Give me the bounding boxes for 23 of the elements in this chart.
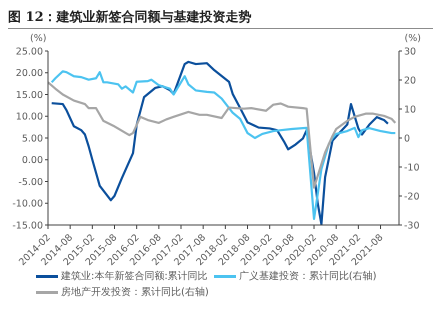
y2-tick-label: 10 <box>404 104 416 116</box>
y2-tick-label: 30 <box>404 46 416 58</box>
y2-tick-label: -30 <box>404 220 420 232</box>
y2-axis-title: (%) <box>404 33 421 44</box>
y-tick-label: -5.00 <box>18 176 43 188</box>
y-tick-label: 25.00 <box>16 46 43 58</box>
y2-tick-label: -20 <box>404 191 420 202</box>
y-tick-label: -15.00 <box>12 220 43 232</box>
legend-label: 建筑业:本年新签合同额:累计同比 <box>60 270 208 283</box>
y2-tick-label: 20 <box>404 75 416 86</box>
chart-title: 图 12：建筑业新签合同额与基建投资走势 <box>8 8 433 29</box>
y-tick-label: 5.00 <box>22 133 43 144</box>
y-tick-label: -10.00 <box>12 198 43 210</box>
y-tick-label: 20.00 <box>16 68 43 80</box>
y-tick-label: 15.00 <box>16 90 43 101</box>
y-tick-label: 10.00 <box>16 112 43 123</box>
y2-tick-label: 0 <box>404 133 410 144</box>
line-series <box>48 81 396 189</box>
legend-label: 房地产开发投资：累计同比(右轴) <box>60 286 209 299</box>
legend-label: 广义基建投资：累计同比(右轴) <box>238 270 377 283</box>
y2-tick-label: -10 <box>404 162 420 174</box>
y-axis-title: (%) <box>30 33 46 44</box>
y-tick-label: 0.00 <box>22 155 43 166</box>
